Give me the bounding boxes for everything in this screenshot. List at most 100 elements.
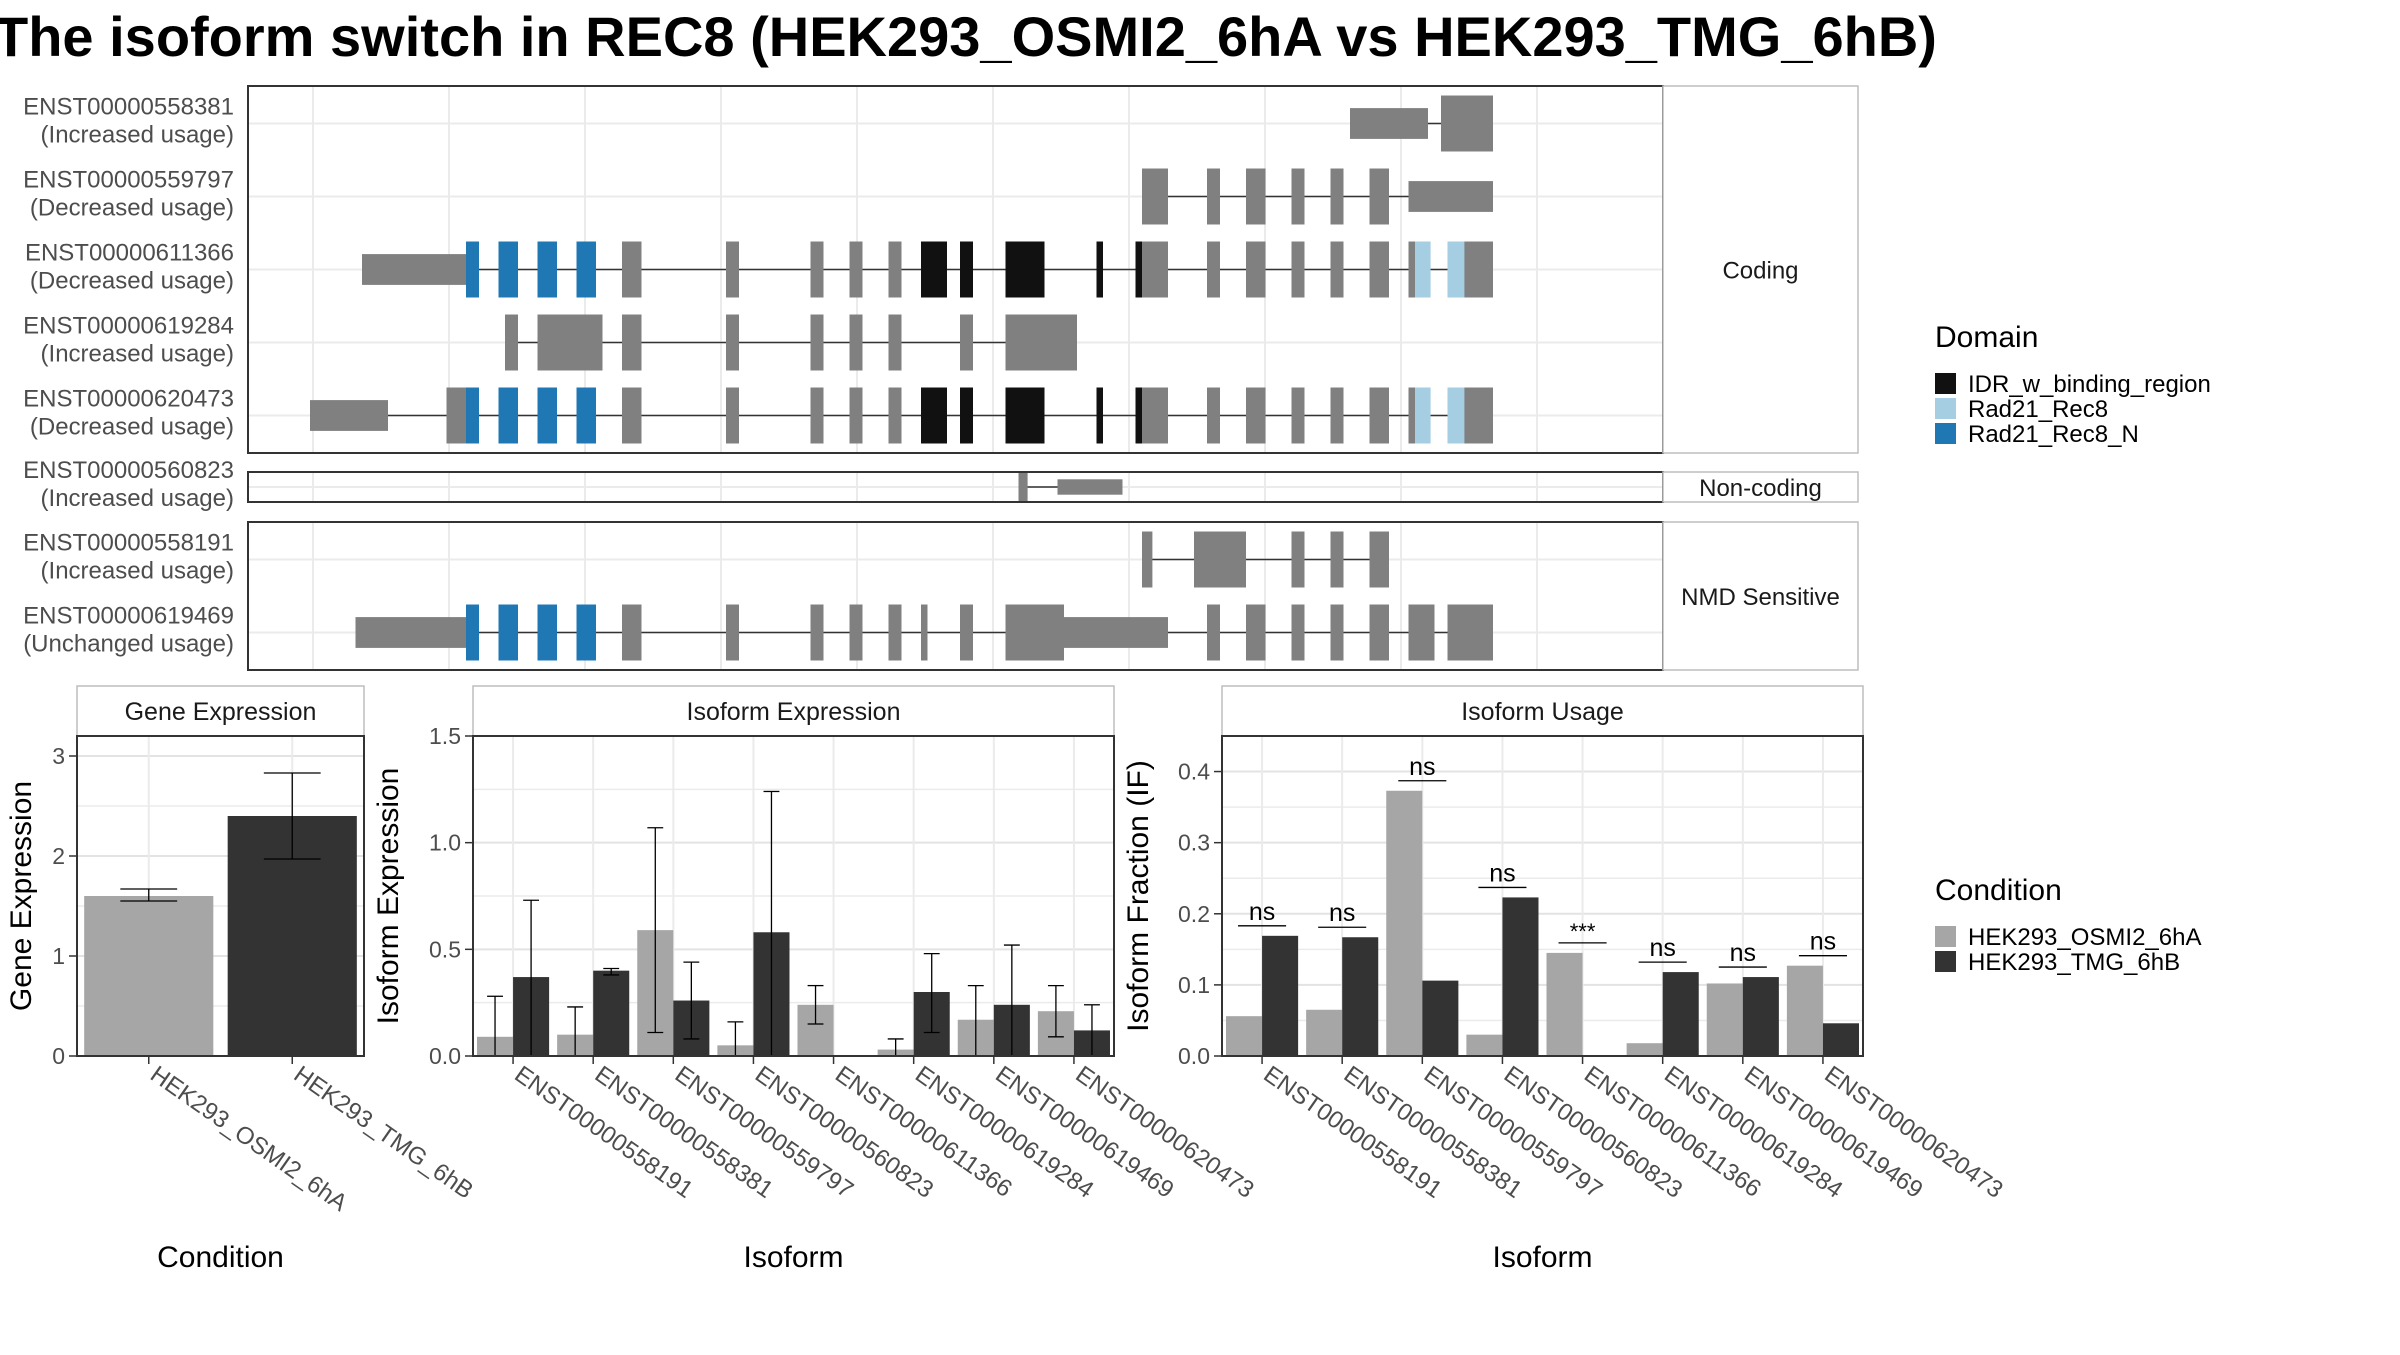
domain-IDR_w_binding_region [1005,241,1045,298]
y-tick-label: 0.1 [1178,972,1210,998]
condition-legend-title: Condition [1935,874,2062,907]
domain-legend-title: Domain [1935,321,2038,354]
domain-IDR_w_binding_region [1096,387,1103,444]
exon [726,314,739,371]
exon [1350,108,1428,139]
y-tick-label: 0.5 [429,936,461,962]
bar [1626,1043,1663,1056]
facet-strip [1662,521,1859,671]
exon [505,314,518,371]
chart-border [76,735,365,1057]
exon [921,604,928,661]
exon [622,314,642,371]
exon [1408,181,1493,212]
bar [1466,1034,1503,1056]
bar [1226,1016,1263,1056]
isoform-label-usage: (Increased usage) [41,341,234,368]
y-tick-label: 0.3 [1178,830,1210,856]
bar [1386,790,1423,1056]
bar [593,970,630,1056]
domain-legend-key [1935,398,1956,419]
domain-IDR_w_binding_region [1005,387,1045,444]
y-tick-label: 1.0 [429,830,461,856]
chart-strip [1221,685,1864,737]
facet-strip-label: NMD Sensitive [1681,584,1840,611]
exon [1330,531,1344,588]
exon [1291,241,1305,298]
exon [1467,387,1493,444]
exon [1207,168,1220,225]
condition-legend-key [1935,926,1956,947]
significance-label: ns [1329,899,1355,927]
domain-legend-label: Rad21_Rec8_N [1968,421,2139,448]
domain-Rad21_Rec8_N [576,387,596,444]
facet-strip-label: Non-coding [1699,475,1822,502]
exon [537,314,596,371]
domain-Rad21_Rec8 [1415,387,1431,444]
exon [1207,241,1220,298]
exon [1291,387,1305,444]
exon [1369,604,1389,661]
y-tick-label: 1.5 [429,723,461,749]
exon [1441,95,1493,152]
y-tick-label: 2 [52,843,65,869]
bar [1306,1009,1343,1056]
structure-panel-1: ENST00000560823(Increased usage) Non-codi… [23,457,1859,512]
exon [1246,387,1266,444]
domain-Rad21_Rec8_N [537,604,557,661]
bar [1546,952,1583,1056]
exon [1246,241,1266,298]
domain-Rad21_Rec8 [1415,241,1431,298]
exon [1447,604,1493,661]
exon [1246,168,1266,225]
chart-border [472,735,1115,1057]
isoform-label-usage: (Decreased usage) [30,195,234,222]
exon [1018,473,1028,501]
significance-label: ns [1649,934,1675,962]
exon [810,314,824,371]
significance-label: ns [1249,898,1275,926]
domain-Rad21_Rec8 [1447,241,1465,298]
isoform-label-usage: (Increased usage) [41,122,234,149]
exon [1291,531,1305,588]
domain-IDR_w_binding_region [1135,241,1142,298]
domain-Rad21_Rec8_N [537,387,557,444]
isoform-label-id: ENST00000620473 [23,386,234,413]
isoform-label-id: ENST00000611366 [25,240,234,267]
exon [1291,604,1305,661]
exon [849,604,863,661]
domain-Rad21_Rec8_N [576,241,596,298]
exon [1330,168,1344,225]
significance-label: ns [1409,753,1435,781]
domain-Rad21_Rec8_N [498,387,518,444]
domain-IDR_w_binding_region [921,387,947,444]
domain-Rad21_Rec8_N [498,604,518,661]
exon [355,617,466,648]
condition-legend-key [1935,951,1956,972]
exon [1207,604,1220,661]
condition-legend-label: HEK293_TMG_6hB [1968,949,2180,976]
exon [726,604,739,661]
facet-strip-label: Coding [1722,258,1798,285]
x-axis-title: Condition [157,1241,284,1274]
exon [849,314,863,371]
isoform-label-usage: (Decreased usage) [30,414,234,441]
y-axis-title: Gene Expression [5,781,38,1011]
isoform-label-id: ENST00000619284 [23,313,234,340]
isoform-label-usage: (Increased usage) [41,558,234,585]
exon [960,604,973,661]
domain-legend-label: Rad21_Rec8 [1968,396,2108,423]
exon [1291,168,1305,225]
exon [849,387,863,444]
exon [1467,241,1493,298]
bar [1502,897,1539,1056]
gene-expression-chart: Gene Expression0123HEK293_OSMI2_6hAHEK29… [5,685,478,1274]
y-tick-label: 1 [52,943,65,969]
isoform-label-usage: (Increased usage) [41,485,234,512]
exon [849,241,863,298]
facet-strip [1662,471,1859,503]
bar [1422,980,1459,1056]
exon [888,314,902,371]
exon [1369,531,1389,588]
